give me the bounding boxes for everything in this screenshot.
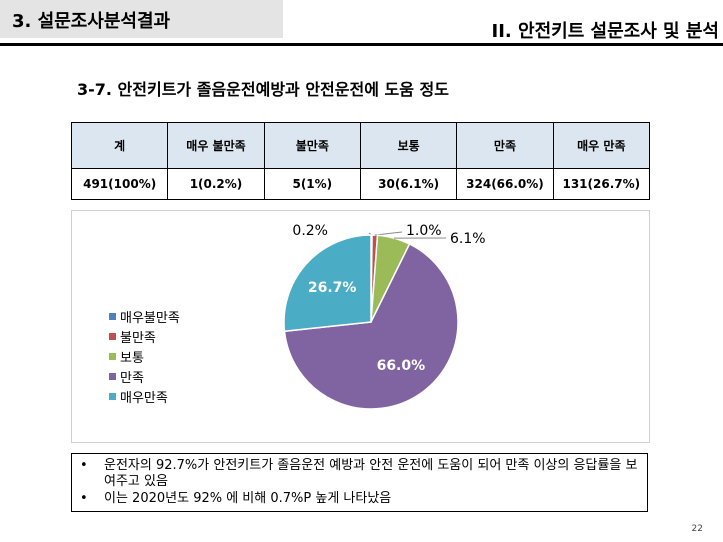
section-header: 3. 설문조사분석결과 — [0, 0, 283, 38]
note-text: 운전자의 92.7%가 안전키트가 졸음운전 예방과 안전 운전에 도움이 되어… — [104, 458, 638, 489]
page-subtitle: 3-7. 안전키트가 졸음운전예방과 안전운전에 도움 정도 — [77, 80, 449, 99]
section-title: 3. 설문조사분석결과 — [12, 11, 171, 32]
value-cell-satisfied: 324(66.0%) — [456, 168, 554, 200]
legend-swatch — [109, 312, 116, 320]
page-number: 22 — [691, 524, 703, 534]
slice-label-satisfied: 66.0% — [377, 358, 426, 374]
legend-label: 불만족 — [120, 330, 156, 346]
legend-label: 매우불만족 — [120, 310, 180, 326]
legend-label: 보통 — [120, 350, 144, 366]
legend-swatch — [109, 332, 116, 340]
value-cell-neutral: 30(6.1%) — [359, 168, 458, 200]
legend-label: 매우만족 — [120, 390, 168, 406]
chapter-title: II. 안전키트 설문조사 및 분석 — [491, 21, 719, 42]
legend-item-dissatisfied: 불만족 — [109, 326, 180, 346]
slice-label-very-dissatisfied: 0.2% — [292, 223, 328, 239]
slice-label-neutral: 6.1% — [450, 231, 486, 247]
legend-swatch — [109, 372, 116, 380]
header-cell-very-dissatisfied: 매우 불만족 — [167, 122, 265, 169]
header-cell-total: 계 — [70, 122, 169, 169]
legend-item-very-dissatisfied: 매우불만족 — [109, 306, 180, 326]
notes-box: • 운전자의 92.7%가 안전키트가 졸음운전 예방과 안전 운전에 도움이 … — [71, 453, 648, 512]
note-bullet: • — [80, 491, 88, 506]
table-value-row: 491(100%) 1(0.2%) 5(1%) 30(6.1%) 324(66.… — [70, 168, 651, 200]
note-bullet: • — [80, 458, 88, 473]
legend-swatch — [109, 392, 116, 400]
slice-label-very-satisfied: 26.7% — [308, 280, 357, 296]
header-cell-very-satisfied: 매우 만족 — [552, 122, 651, 169]
value-cell-very-dissatisfied: 1(0.2%) — [167, 168, 265, 200]
legend-item-neutral: 보통 — [109, 346, 180, 366]
legend-swatch — [109, 352, 116, 360]
pie-slice-very-satisfied — [283, 234, 372, 333]
header-cell-satisfied: 만족 — [456, 122, 554, 169]
summary-table: 계 매우 불만족 불만족 보통 만족 매우 만족 491(100%) 1(0.2… — [70, 122, 651, 200]
leader-line-dissatisfied — [374, 231, 403, 236]
pie-chart: 0.2% 1.0% 6.1% 66.0% 26.7% — [283, 223, 486, 410]
value-cell-total: 491(100%) — [70, 168, 169, 200]
pie-slice-satisfied — [283, 242, 459, 410]
header-cell-neutral: 보통 — [359, 122, 458, 169]
note-text: 이는 2020년도 92% 에 비해 0.7%P 높게 나타났음 — [104, 491, 392, 506]
header-divider — [0, 43, 723, 46]
slice-label-dissatisfied: 1.0% — [406, 223, 442, 239]
value-cell-dissatisfied: 5(1%) — [263, 168, 361, 200]
legend-label: 만족 — [120, 370, 144, 386]
table-header-row: 계 매우 불만족 불만족 보통 만족 매우 만족 — [70, 122, 651, 169]
legend-item-satisfied: 만족 — [109, 366, 180, 386]
value-cell-very-satisfied: 131(26.7%) — [552, 168, 651, 200]
header-cell-dissatisfied: 불만족 — [263, 122, 361, 169]
legend-item-very-satisfied: 매우만족 — [109, 386, 180, 406]
